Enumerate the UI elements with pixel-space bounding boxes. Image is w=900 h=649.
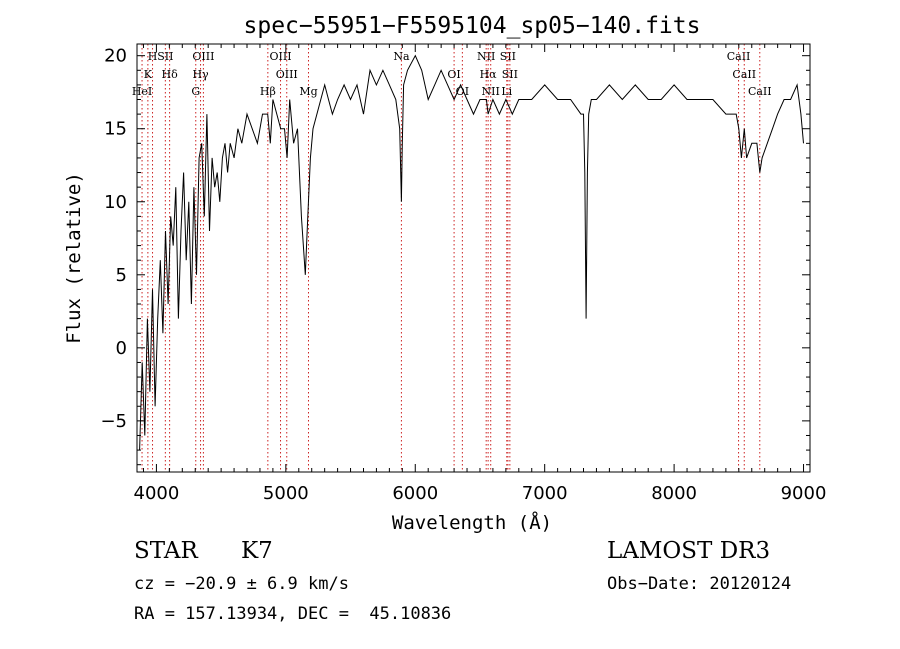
line-label: CaII (727, 50, 751, 63)
x-axis-label: Wavelength (Å) (392, 511, 552, 534)
redshift-value: cz = −20.9 ± 6.9 km/s (134, 574, 349, 594)
x-tick-label: 6000 (392, 483, 438, 504)
flux-series-line (139, 54, 804, 451)
x-tick-label: 4000 (134, 483, 180, 504)
line-label: OIII (276, 68, 298, 81)
obs-date: Obs−Date: 20120124 (607, 574, 792, 594)
line-label: NII (482, 85, 500, 98)
y-tick-label: 20 (104, 46, 127, 67)
y-tick-label: −5 (100, 411, 127, 432)
line-label: SII (157, 50, 173, 63)
object-class: STAR (134, 538, 198, 564)
survey-name: LAMOST DR3 (607, 538, 771, 564)
line-label: OI (447, 68, 460, 81)
line-label: Li (501, 85, 512, 98)
line-label: Hδ (162, 68, 179, 81)
line-label: Hγ (192, 68, 209, 81)
x-tick-label: 9000 (781, 483, 827, 504)
line-label: OIII (269, 50, 291, 63)
line-label: SII (500, 50, 516, 63)
chart-title: spec−55951−F5595104_sp05−140.fits (244, 13, 701, 39)
spectrum-series (139, 54, 804, 451)
axes: 4000 5000 6000 7000 8000 9000 −5 0 5 10 15 20 (100, 44, 826, 504)
y-tick-label: 10 (104, 192, 127, 213)
line-label: SII (502, 68, 518, 81)
line-label: OIII (192, 50, 214, 63)
line-label: Hβ (260, 85, 276, 98)
y-tick-label: 5 (116, 265, 127, 286)
line-label: Hα (480, 68, 498, 81)
plot-frame (136, 43, 811, 473)
line-label: NII (477, 50, 495, 63)
x-tick-label: 5000 (263, 483, 309, 504)
line-label: K (144, 68, 153, 81)
y-tick-label: 0 (116, 338, 127, 359)
line-label: G (191, 85, 200, 98)
line-label: Na (393, 50, 410, 63)
line-label: CaII (732, 68, 756, 81)
line-label: CaII (748, 85, 772, 98)
line-label: Mg (299, 85, 317, 98)
x-tick-label: 7000 (522, 483, 568, 504)
y-axis-label: Flux (relative) (63, 172, 85, 344)
subclass: K7 (241, 538, 273, 564)
y-tick-label: 15 (104, 119, 127, 140)
line-label: HeI (132, 85, 152, 98)
spectral-line-markers: HKHeISIIHδGOIIIHγHβOIIIOIIIMgNaOIOINIIHα… (132, 44, 772, 472)
coordinates: RA = 157.13934, DEC = 45.10836 (134, 604, 452, 624)
line-label: H (148, 50, 158, 63)
x-tick-label: 8000 (651, 483, 697, 504)
